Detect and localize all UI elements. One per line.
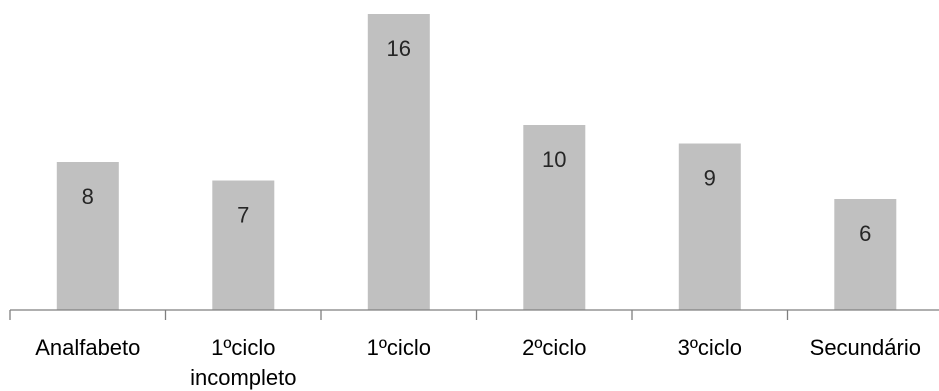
bars-group bbox=[56, 14, 897, 310]
x-tick-label-line: Analfabeto bbox=[35, 335, 140, 360]
x-tick-label-4: 3ºciclo bbox=[678, 335, 742, 360]
bar-2 bbox=[367, 14, 430, 310]
x-tick-labels-group: Analfabeto 1ºciclo incompleto 1ºciclo 2ºcicl… bbox=[35, 335, 921, 390]
x-axis bbox=[9, 309, 939, 320]
data-label-3: 10 bbox=[542, 147, 566, 172]
bar-0 bbox=[56, 162, 119, 310]
x-tick-label-line: Secundário bbox=[810, 335, 921, 360]
bar-4 bbox=[678, 143, 741, 310]
x-tick-label-line: 1ºciclo bbox=[367, 335, 431, 360]
data-label-5: 6 bbox=[859, 221, 871, 246]
data-label-2: 16 bbox=[387, 36, 411, 61]
bar-3 bbox=[523, 125, 586, 310]
x-tick-label-line: incompleto bbox=[190, 365, 296, 390]
x-tick-label-2: 1ºciclo bbox=[367, 335, 431, 360]
x-tick-label-1: 1ºciclo incompleto bbox=[190, 335, 296, 390]
data-label-0: 8 bbox=[82, 184, 94, 209]
data-labels-group: 8 7 16 10 9 6 bbox=[82, 36, 872, 246]
x-tick-label-0: Analfabeto bbox=[35, 335, 140, 360]
bar-1 bbox=[212, 180, 275, 310]
data-label-4: 9 bbox=[704, 166, 716, 191]
x-tick-label-5: Secundário bbox=[810, 335, 921, 360]
x-tick-label-3: 2ºciclo bbox=[522, 335, 586, 360]
x-tick-label-line: 2ºciclo bbox=[522, 335, 586, 360]
bar-5 bbox=[834, 199, 897, 310]
x-tick-label-line: 1ºciclo bbox=[211, 335, 275, 360]
data-label-1: 7 bbox=[237, 203, 249, 228]
x-tick-label-line: 3ºciclo bbox=[678, 335, 742, 360]
